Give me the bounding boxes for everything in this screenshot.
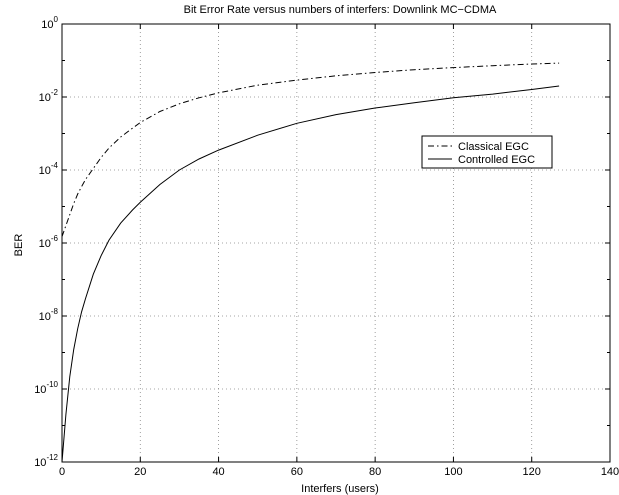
y-tick-label: 10-8 xyxy=(39,307,59,323)
y-tick-label: 10-10 xyxy=(34,380,58,396)
legend-box xyxy=(421,135,553,169)
y-tick-label: 10-12 xyxy=(34,453,58,469)
y-axis-label: BER xyxy=(13,234,25,257)
x-tick-label: 120 xyxy=(523,466,541,478)
x-tick-label: 0 xyxy=(59,466,65,478)
x-axis-label: Interfers (users) xyxy=(301,483,379,495)
chart-title: Bit Error Rate versus numbers of interfe… xyxy=(184,4,497,16)
legend-label: Controlled EGC xyxy=(458,154,535,166)
y-tick-label: 10-2 xyxy=(39,88,59,104)
x-tick-label: 100 xyxy=(444,466,462,478)
x-axis-ticks: 0 20 40 60 80 100 120 140 xyxy=(59,24,619,478)
y-tick-label: 10-4 xyxy=(39,161,59,177)
series-line-classical-egc xyxy=(61,62,560,237)
grid xyxy=(62,24,610,462)
x-tick-label: 140 xyxy=(601,466,619,478)
y-tick-label: 100 xyxy=(41,15,58,31)
x-tick-label: 60 xyxy=(291,466,303,478)
series-line-controlled-egc xyxy=(61,85,560,463)
x-tick-label: 80 xyxy=(369,466,381,478)
y-axis-ticks: 100 10-2 10-4 10-6 10-8 10-10 10-12 xyxy=(34,15,610,469)
legend-label: Classical EGC xyxy=(458,141,529,153)
series-lines xyxy=(61,62,560,463)
x-tick-label: 20 xyxy=(134,466,146,478)
y-tick-label: 10-6 xyxy=(39,234,59,250)
x-tick-label: 40 xyxy=(212,466,224,478)
